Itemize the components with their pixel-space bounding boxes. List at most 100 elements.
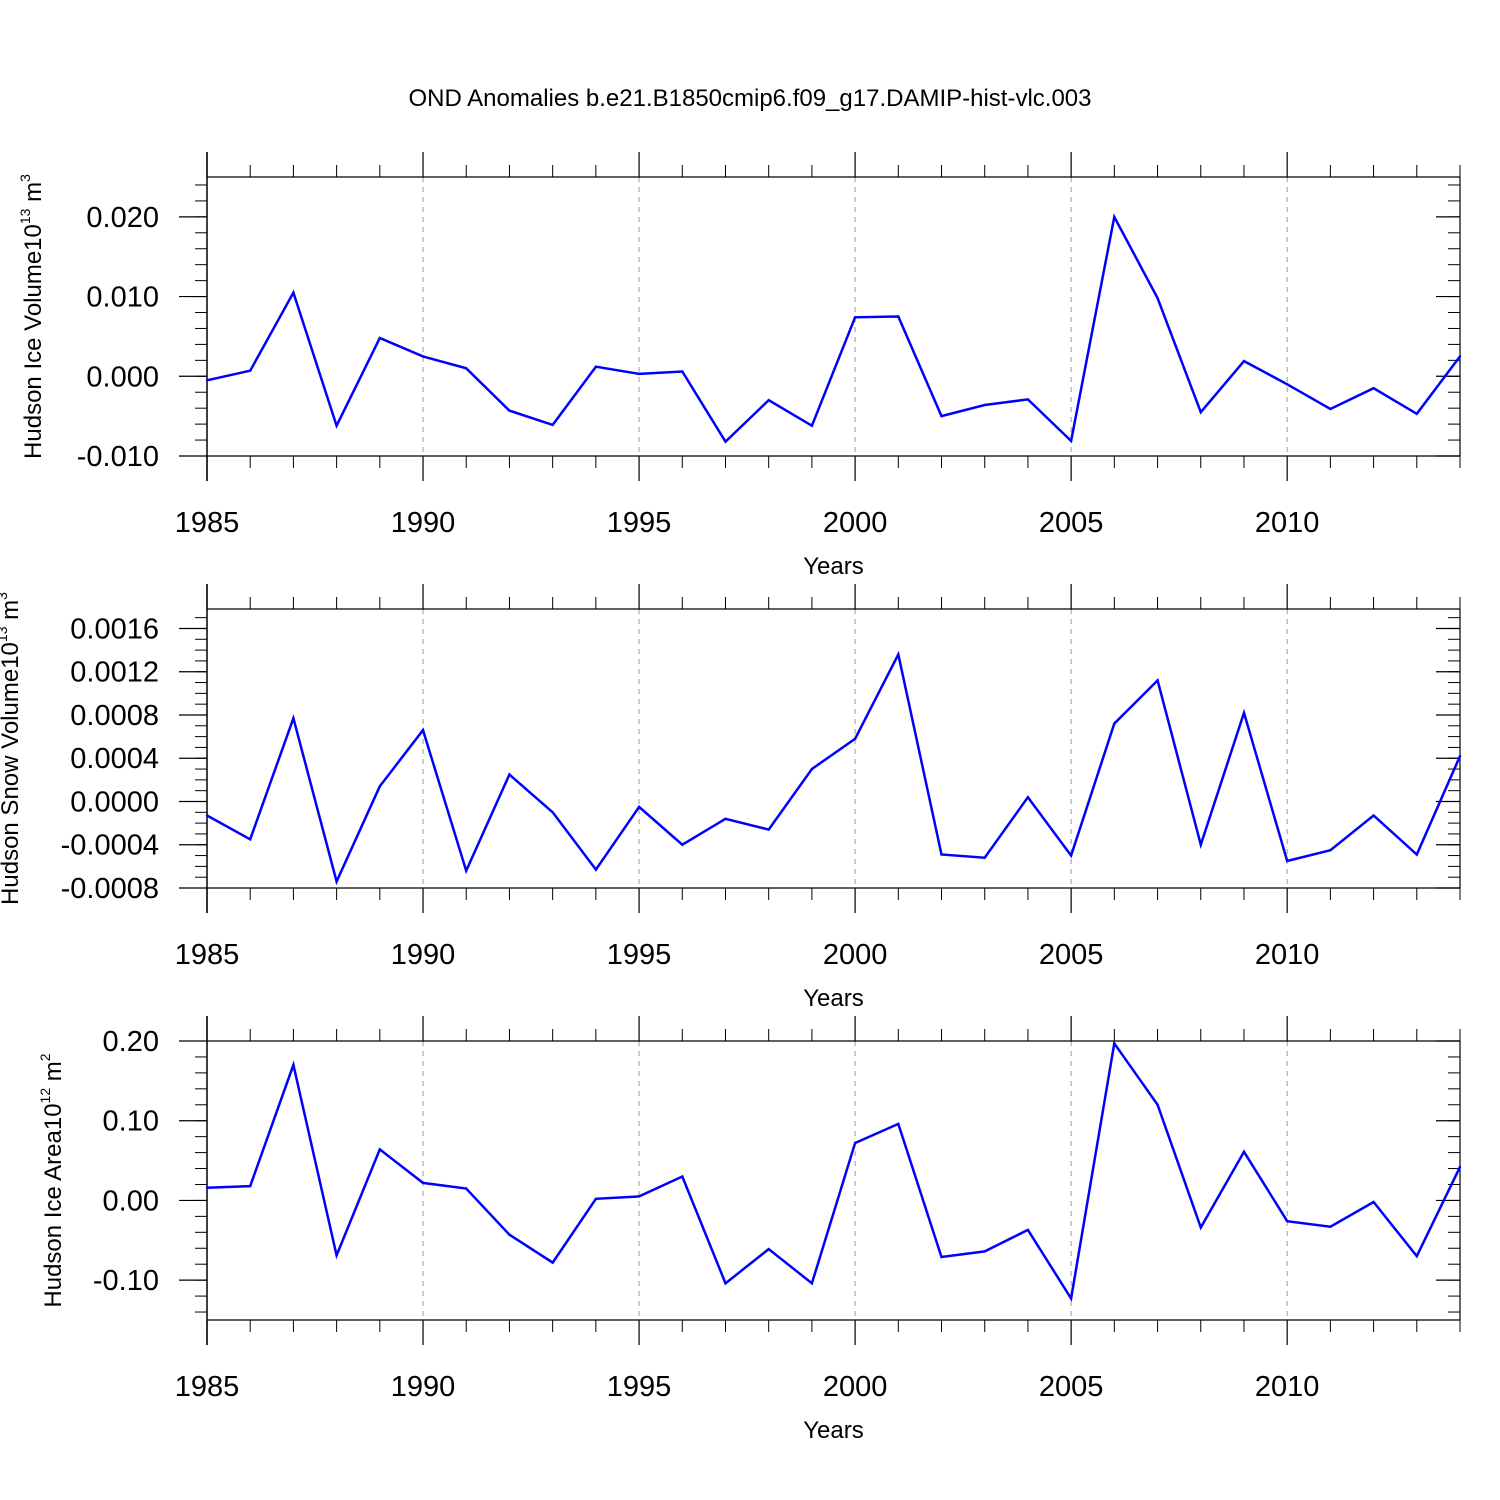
- y-tick-label: 0.0000: [70, 786, 159, 818]
- data-point: [1415, 412, 1418, 415]
- panel-snow-volume: 1985 1990 1995 2000 2005 2010 -0.0008 -0.0004 0.…: [0, 584, 1462, 1012]
- data-point: [940, 414, 943, 418]
- data-point: [853, 1141, 857, 1145]
- data-point: [249, 838, 252, 841]
- data-point: [378, 785, 382, 788]
- data-point: [1199, 1226, 1202, 1229]
- x-tick-label: 2010: [1255, 939, 1320, 971]
- data-point: [594, 868, 598, 871]
- data-point: [292, 291, 295, 294]
- x-tick-label: 2005: [1039, 939, 1104, 971]
- x-tick-label: 2000: [823, 939, 888, 971]
- data-point: [1026, 1228, 1030, 1232]
- y-axis-title-part: 10: [20, 224, 47, 251]
- data-point: [249, 1184, 252, 1188]
- x-tick-label: 2005: [1039, 1371, 1104, 1403]
- series-line: [206, 650, 1462, 886]
- figure-title: OND Anomalies b.e21.B1850cmip6.f09_g17.D…: [408, 85, 1091, 112]
- data-point: [205, 814, 209, 817]
- data-point: [465, 869, 468, 872]
- data-point: [983, 856, 986, 859]
- x-axis-title: Years: [803, 985, 864, 1012]
- y-axis-title-part: Hudson Ice Volume: [20, 251, 47, 459]
- data-point: [421, 355, 425, 358]
- data-point: [335, 424, 338, 427]
- data-point: [940, 1255, 943, 1259]
- data-point: [1458, 1165, 1462, 1169]
- x-axis-title: Years: [803, 553, 864, 580]
- y-tick-label: 0.0008: [70, 700, 159, 732]
- data-point: [853, 737, 857, 740]
- x-tick-label: 1985: [175, 507, 240, 539]
- data-point: [1069, 1297, 1073, 1300]
- data-point: [1156, 679, 1159, 682]
- data-point: [1415, 1255, 1418, 1258]
- data-point: [508, 409, 511, 412]
- x-tick-label: 2005: [1039, 507, 1104, 539]
- y-axis-title-part: 10: [0, 642, 24, 669]
- data-point: [897, 1122, 900, 1126]
- y-axis-title-part: m: [20, 182, 47, 202]
- data-point: [1199, 410, 1202, 414]
- y-tick-label: -0.10: [93, 1265, 159, 1297]
- y-axis-title-part: 10: [40, 1103, 67, 1130]
- data-point: [205, 1186, 209, 1189]
- y-tick-label: 0.0012: [70, 657, 159, 689]
- y-tick-label: 0.0004: [70, 743, 159, 775]
- data-point: [508, 1233, 511, 1236]
- data-point: [810, 1282, 814, 1285]
- data-point: [335, 880, 338, 883]
- data-point: [637, 372, 641, 376]
- y-axis-title-part: [0, 620, 24, 627]
- data-point: [378, 336, 382, 340]
- data-point: [897, 653, 900, 656]
- y-tick-label: 0.020: [86, 202, 159, 234]
- y-tick-label: 0.0016: [70, 613, 159, 645]
- data-point: [1372, 387, 1375, 390]
- data-point: [1458, 754, 1462, 758]
- y-tick-label: -0.0004: [61, 830, 159, 862]
- y-tick-label: 0.20: [103, 1026, 159, 1058]
- y-axis-title-part: [20, 202, 47, 209]
- data-point: [1156, 296, 1159, 300]
- x-tick-label: 1995: [607, 1371, 672, 1403]
- x-axis-title: Years: [803, 1417, 864, 1444]
- data-point: [465, 1187, 468, 1190]
- y-axis-title-superscript: 2: [37, 1053, 53, 1061]
- series-line: [206, 1040, 1462, 1302]
- y-axis-title-superscript: 13: [0, 626, 10, 642]
- data-point: [1156, 1103, 1159, 1106]
- data-point: [681, 370, 684, 373]
- data-point: [335, 1254, 338, 1257]
- data-point: [551, 811, 554, 814]
- data-point: [1329, 407, 1332, 411]
- y-axis-title-superscript: 3: [0, 592, 10, 600]
- data-point: [1242, 1150, 1246, 1154]
- data-point: [1113, 722, 1116, 725]
- panel-ice-volume: 1985 1990 1995 2000 2005 2010 -0.010 0.000 0.010…: [17, 152, 1462, 580]
- data-point: [724, 817, 727, 820]
- y-tick-label: 0.10: [103, 1106, 159, 1138]
- data-point: [249, 369, 252, 372]
- x-tick-label: 1985: [175, 939, 240, 971]
- data-point: [1285, 1219, 1289, 1223]
- data-point: [1285, 859, 1289, 863]
- data-point: [983, 1250, 986, 1253]
- data-point: [1329, 848, 1332, 852]
- data-point: [205, 379, 209, 382]
- data-point: [681, 1175, 684, 1178]
- data-point: [897, 315, 900, 318]
- data-point: [637, 805, 641, 809]
- data-point: [551, 423, 554, 427]
- data-point: [594, 1197, 598, 1201]
- data-point: [1026, 398, 1030, 401]
- x-tick-label: 2000: [823, 1371, 888, 1403]
- data-point: [1242, 711, 1246, 715]
- data-point: [983, 403, 986, 407]
- data-point: [1415, 853, 1418, 856]
- y-tick-label: -0.010: [77, 441, 159, 473]
- data-point: [1372, 814, 1375, 817]
- y-tick-label: -0.0008: [61, 873, 159, 905]
- data-point: [421, 1181, 425, 1185]
